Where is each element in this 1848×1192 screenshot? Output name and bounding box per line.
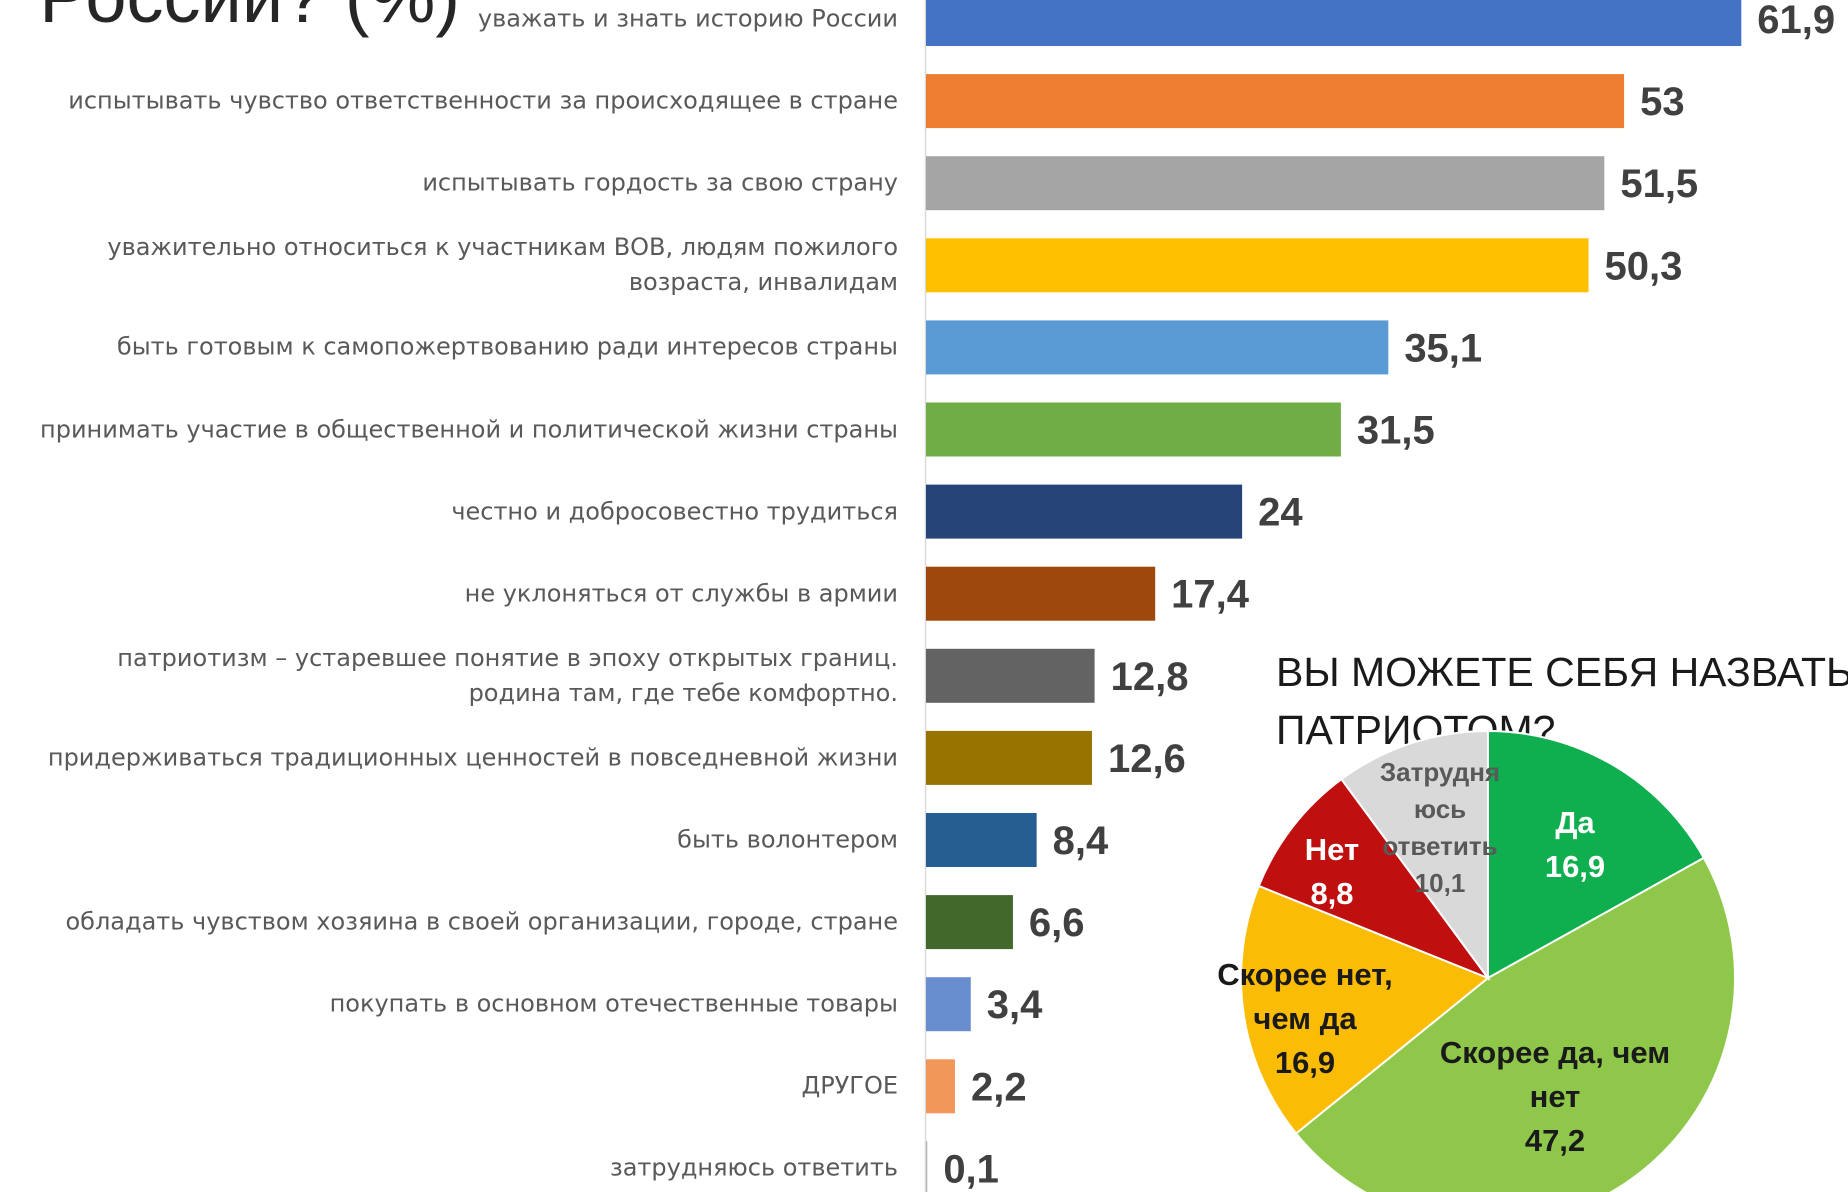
category-label: ДРУГОЕ <box>801 1071 898 1100</box>
bar <box>926 0 1742 46</box>
category-label: принимать участие в общественной и полит… <box>40 415 898 443</box>
slice-category: Скорее нет, чем да <box>1217 956 1393 1036</box>
value-label: 35,1 <box>1404 326 1482 370</box>
category-label: патриотизм – устаревшее понятие в эпоху … <box>117 643 898 707</box>
value-label: 0,1 <box>943 1147 999 1191</box>
category-label: испытывать чувство ответственности за пр… <box>68 86 898 115</box>
category-label: обладать чувством хозяина в своей органи… <box>65 907 898 936</box>
slice-label: Да 16,9 <box>1475 801 1675 889</box>
category-label: уважительно относиться к участникам ВОВ,… <box>107 233 898 297</box>
slice-category: Нет <box>1304 831 1360 867</box>
category-label: испытывать гордость за свою страну <box>422 168 898 197</box>
category-label: не уклоняться от службы в армии <box>464 579 898 608</box>
slice-value: 10,1 <box>1414 867 1466 898</box>
pie-slice <box>1257 777 1491 981</box>
category-label: покупать в основном отечественные товары <box>329 989 898 1018</box>
value-label: 3,4 <box>987 983 1043 1027</box>
value-label: 6,6 <box>1029 901 1085 945</box>
slice-category: Скорее да, чем нет <box>1439 1034 1671 1114</box>
category-label: быть волонтером <box>677 825 898 854</box>
bar <box>926 238 1589 293</box>
value-label: 12,6 <box>1108 737 1186 781</box>
slice-category: Затрудняюсь ответить <box>1379 757 1501 861</box>
bar <box>926 320 1389 375</box>
category-label: затрудняюсь ответить <box>609 1153 898 1182</box>
chart-title: России? (%) <box>39 0 460 38</box>
category-label: быть готовым к самопожертвованию ради ин… <box>116 332 898 361</box>
pie-slice <box>1340 729 1489 982</box>
value-label: 50,3 <box>1605 244 1683 288</box>
category-label: придерживаться традиционных ценностей в … <box>47 743 898 772</box>
slice-category: Да <box>1555 804 1595 840</box>
bar <box>926 156 1605 211</box>
bar <box>926 730 1092 785</box>
pie-title: ВЫ МОЖЕТЕ СЕБЯ НАЗВАТЬ ПАТРИОТОМ? <box>1276 649 1848 753</box>
slice-label: Затрудняюсь ответить 10,1 <box>1378 754 1503 902</box>
slice-label: Скорее да, чем нет 47,2 <box>1420 1031 1690 1163</box>
bar <box>926 1141 928 1192</box>
bar <box>926 1059 955 1114</box>
slice-label: Нет 8,8 <box>1272 828 1392 916</box>
value-label: 17,4 <box>1171 573 1250 617</box>
bar <box>926 402 1341 457</box>
value-label: 24 <box>1258 491 1303 535</box>
category-label: честно и добросовестно трудиться <box>451 497 898 526</box>
bar <box>926 74 1625 129</box>
slice-value: 16,9 <box>1274 1045 1336 1081</box>
bar <box>926 566 1156 621</box>
slice-value: 47,2 <box>1524 1123 1586 1159</box>
bar <box>926 977 971 1032</box>
bar <box>926 648 1095 703</box>
value-label: 12,8 <box>1111 655 1189 699</box>
slice-label: Скорее нет, чем да 16,9 <box>1200 953 1410 1085</box>
value-label: 31,5 <box>1357 409 1435 453</box>
value-label: 8,4 <box>1053 819 1109 863</box>
pie-slice <box>1294 856 1736 1192</box>
category-label: уважать и знать историю России <box>477 4 898 33</box>
value-label: 61,9 <box>1757 0 1835 42</box>
bar <box>926 895 1013 950</box>
value-label: 2,2 <box>971 1065 1027 1109</box>
pie-slice <box>1240 884 1490 1135</box>
pie-slice <box>1487 729 1706 980</box>
value-label: 51,5 <box>1620 162 1698 206</box>
slice-value: 8,8 <box>1310 876 1354 911</box>
bar <box>926 813 1037 867</box>
bar <box>926 484 1243 539</box>
value-label: 53 <box>1640 80 1685 124</box>
slice-value: 16,9 <box>1544 849 1606 884</box>
